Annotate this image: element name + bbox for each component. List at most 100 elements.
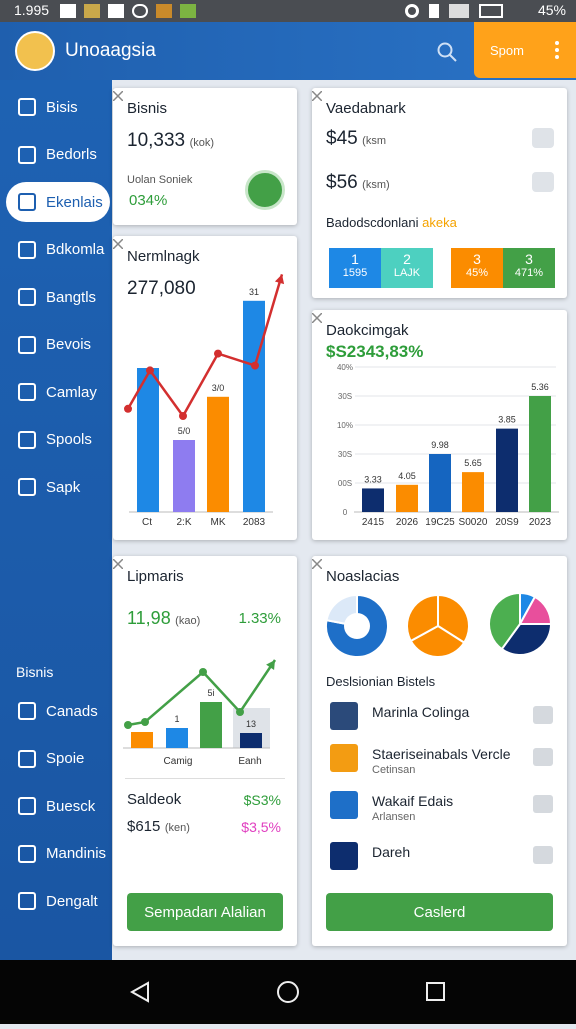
status-icon <box>245 170 285 210</box>
sidebar-label: Spoie <box>46 750 85 767</box>
sidebar-label: Bisis <box>46 98 78 116</box>
close-glyph <box>112 238 124 250</box>
label: Uolan Soniek <box>127 174 193 186</box>
sidebar-item[interactable]: Bdkomla <box>6 230 110 270</box>
collapse-button[interactable] <box>533 748 553 766</box>
list-icon <box>330 702 358 730</box>
metric: 277,080 <box>127 278 196 299</box>
item-title: Staeriseinabals Vercle <box>372 746 511 762</box>
primary-button[interactable]: Sempadarı Alalian <box>127 893 283 931</box>
tile: 2 LAJK <box>381 248 433 288</box>
sidebar-label: Bdkomla <box>46 241 105 258</box>
sidebar-item[interactable]: Sapk <box>6 467 110 507</box>
tile-label: LAJK <box>393 267 421 279</box>
tile: 3 45% <box>451 248 503 288</box>
app-bar: Unoaagsia Spom <box>0 22 576 80</box>
chevron-button[interactable] <box>532 172 554 192</box>
subtitle: Deslsionian Bistels <box>326 674 436 689</box>
unit: (ken) <box>164 822 190 834</box>
card-title: Lipmaris <box>127 568 184 585</box>
collapse-button[interactable] <box>533 846 553 864</box>
sidebar-item[interactable]: Mandinis <box>6 834 110 874</box>
card-title: Nermlnagk <box>127 248 200 265</box>
sidebar-section: Bisnis <box>16 664 54 680</box>
sidebar-item[interactable]: Spoie <box>6 739 110 779</box>
tile-number: 1 <box>351 251 359 267</box>
nav-bar <box>0 960 576 1024</box>
list-icon <box>330 842 358 870</box>
tile-number: 2 <box>403 251 411 267</box>
sidebar-item[interactable]: Bedorls <box>6 135 110 175</box>
item-title: Marinla Colinga <box>372 704 470 720</box>
list-item: Staeriseinabals Vercle Cetinsan <box>330 742 553 776</box>
menu-dots[interactable] <box>554 40 560 60</box>
list-item: Dareh <box>330 840 553 874</box>
sidebar-item[interactable]: Ekenlais <box>6 182 110 222</box>
icon <box>18 98 36 116</box>
sidebar-item[interactable]: Bevois <box>6 325 110 365</box>
sidebar-item[interactable]: Bisis <box>6 87 110 127</box>
close-icon[interactable] <box>112 238 124 250</box>
battery: 45% <box>537 2 566 18</box>
icon <box>18 430 36 449</box>
card-title: Bisnis <box>127 100 168 117</box>
search-icon[interactable] <box>436 41 458 63</box>
row-label: Saldeok <box>127 791 182 808</box>
close-glyph <box>311 90 323 102</box>
tile-label: 471% <box>514 267 544 279</box>
close-glyph <box>311 312 323 324</box>
unit: (kok) <box>189 137 215 149</box>
close-icon[interactable] <box>311 90 323 102</box>
close-icon[interactable] <box>112 558 124 570</box>
change: 034% <box>129 192 168 209</box>
icon <box>18 335 36 354</box>
metric: 11,98 <box>127 608 171 628</box>
icon <box>18 288 36 306</box>
sidebar-item[interactable]: Spools <box>6 420 110 460</box>
sidebar-label: Spools <box>46 431 92 448</box>
sidebar-item[interactable]: Canads <box>6 691 110 731</box>
action-button[interactable]: Spom <box>474 22 576 78</box>
primary-button[interactable]: Caslerd <box>326 893 553 931</box>
sidebar-item[interactable]: Bangtls <box>6 277 110 317</box>
sidebar-label: Camlay <box>46 383 97 401</box>
sidebar-label: Bedorls <box>46 146 97 163</box>
nav-buttons[interactable] <box>0 960 576 1024</box>
tile-label: 1595 <box>342 267 368 279</box>
item-title: Dareh <box>372 844 411 860</box>
item-subtitle: Cetinsan <box>372 764 416 776</box>
close-icon[interactable] <box>311 312 323 324</box>
row-change: $3,5% <box>241 819 281 835</box>
sidebar-item[interactable]: Buesck <box>6 786 110 826</box>
avatar[interactable] <box>15 31 55 71</box>
sidebar-label: Ekenlais <box>46 193 103 211</box>
card-title: Vaedabnark <box>326 100 406 117</box>
status-icons <box>60 4 240 18</box>
system-icons <box>405 4 509 18</box>
chevron-button[interactable] <box>532 128 554 148</box>
collapse-button[interactable] <box>533 795 553 813</box>
tile-label: 45% <box>465 267 489 279</box>
icon <box>18 383 36 401</box>
row-label: $615 <box>127 818 161 835</box>
card: Lipmaris 11,98 (kao) 1.33% Saldeok $S3% … <box>112 556 297 946</box>
unit: (kao) <box>175 615 201 627</box>
close-glyph <box>112 558 124 570</box>
list-item: Wakaif Edais Arlansen <box>330 789 553 823</box>
close-icon[interactable] <box>112 90 124 102</box>
icon <box>18 478 36 496</box>
metric: 10,333 <box>127 130 186 151</box>
tile-number: 3 <box>473 251 481 267</box>
card-title: Noaslacias <box>326 568 400 585</box>
collapse-button[interactable] <box>533 706 553 724</box>
icon <box>18 844 36 863</box>
sidebar-item[interactable]: Dengalt <box>6 881 110 921</box>
close-icon[interactable] <box>311 558 323 570</box>
action-label: Spom <box>490 43 524 58</box>
sidebar-item[interactable]: Camlay <box>6 372 110 412</box>
unit: (ksm <box>362 135 386 147</box>
divider <box>125 778 285 779</box>
metric: $56 <box>326 172 358 193</box>
icon <box>18 797 36 815</box>
